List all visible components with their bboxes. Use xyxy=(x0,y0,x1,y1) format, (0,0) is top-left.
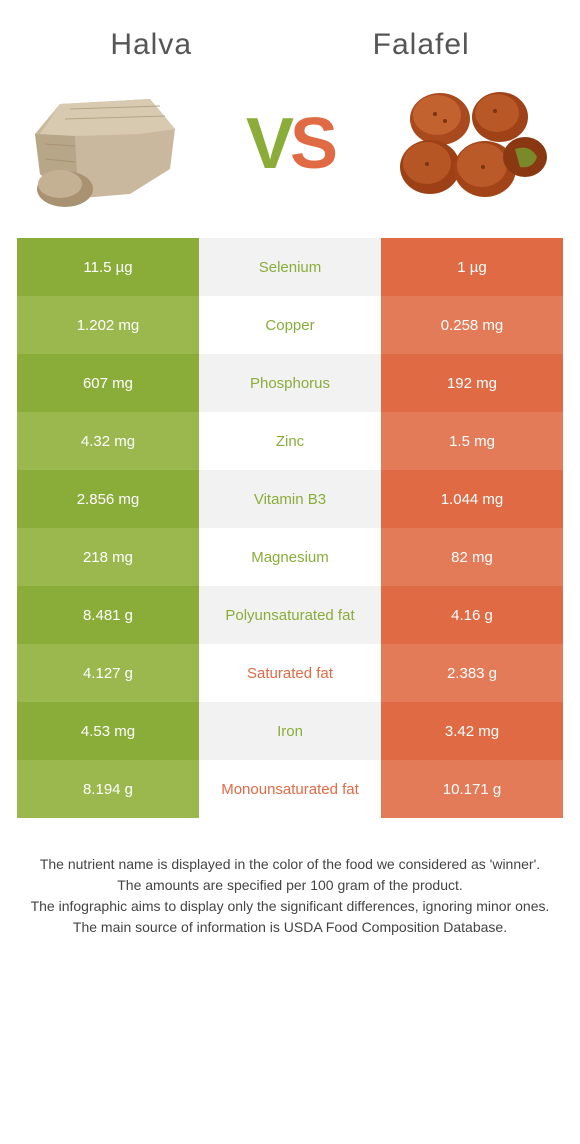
halva-image xyxy=(20,74,200,214)
right-value: 10.171 g xyxy=(381,760,563,818)
nutrient-name: Magnesium xyxy=(199,528,381,586)
footer-line-4: The main source of information is USDA F… xyxy=(30,917,550,938)
vs-v: V xyxy=(246,104,290,184)
left-value: 1.202 mg xyxy=(17,296,199,354)
table-row: 607 mgPhosphorus192 mg xyxy=(17,354,563,412)
table-row: 11.5 µgSelenium1 µg xyxy=(17,238,563,296)
left-value: 607 mg xyxy=(17,354,199,412)
nutrient-name: Zinc xyxy=(199,412,381,470)
table-row: 218 mgMagnesium82 mg xyxy=(17,528,563,586)
nutrient-name: Vitamin B3 xyxy=(199,470,381,528)
table-row: 8.194 gMonounsaturated fat10.171 g xyxy=(17,760,563,818)
footer-line-1: The nutrient name is displayed in the co… xyxy=(30,854,550,875)
table-row: 4.32 mgZinc1.5 mg xyxy=(17,412,563,470)
header-row: Halva Falafel xyxy=(0,0,580,74)
table-row: 4.127 gSaturated fat2.383 g xyxy=(17,644,563,702)
table-row: 8.481 gPolyunsaturated fat4.16 g xyxy=(17,586,563,644)
falafel-image xyxy=(380,74,560,214)
left-value: 2.856 mg xyxy=(17,470,199,528)
left-value: 4.32 mg xyxy=(17,412,199,470)
right-value: 192 mg xyxy=(381,354,563,412)
images-row: VS xyxy=(0,74,580,238)
footer-line-2: The amounts are specified per 100 gram o… xyxy=(30,875,550,896)
halva-icon xyxy=(20,74,200,214)
right-value: 4.16 g xyxy=(381,586,563,644)
table-row: 1.202 mgCopper0.258 mg xyxy=(17,296,563,354)
nutrient-name: Monounsaturated fat xyxy=(199,760,381,818)
nutrient-name: Polyunsaturated fat xyxy=(199,586,381,644)
vs-s: S xyxy=(290,104,334,184)
falafel-icon xyxy=(385,79,555,209)
food1-title: Halva xyxy=(110,28,192,62)
right-value: 3.42 mg xyxy=(381,702,563,760)
nutrient-name: Phosphorus xyxy=(199,354,381,412)
comparison-table: 11.5 µgSelenium1 µg1.202 mgCopper0.258 m… xyxy=(17,238,563,818)
left-value: 4.53 mg xyxy=(17,702,199,760)
right-value: 2.383 g xyxy=(381,644,563,702)
right-value: 82 mg xyxy=(381,528,563,586)
food2-title: Falafel xyxy=(373,28,470,62)
nutrient-name: Iron xyxy=(199,702,381,760)
nutrient-name: Copper xyxy=(199,296,381,354)
left-value: 11.5 µg xyxy=(17,238,199,296)
table-row: 2.856 mgVitamin B31.044 mg xyxy=(17,470,563,528)
right-value: 1.044 mg xyxy=(381,470,563,528)
left-value: 8.194 g xyxy=(17,760,199,818)
table-row: 4.53 mgIron3.42 mg xyxy=(17,702,563,760)
right-value: 1 µg xyxy=(381,238,563,296)
left-value: 8.481 g xyxy=(17,586,199,644)
right-value: 1.5 mg xyxy=(381,412,563,470)
vs-label: VS xyxy=(246,103,334,185)
nutrient-name: Saturated fat xyxy=(199,644,381,702)
footer-line-3: The infographic aims to display only the… xyxy=(30,896,550,917)
left-value: 4.127 g xyxy=(17,644,199,702)
nutrient-name: Selenium xyxy=(199,238,381,296)
right-value: 0.258 mg xyxy=(381,296,563,354)
footer-notes: The nutrient name is displayed in the co… xyxy=(30,854,550,938)
left-value: 218 mg xyxy=(17,528,199,586)
